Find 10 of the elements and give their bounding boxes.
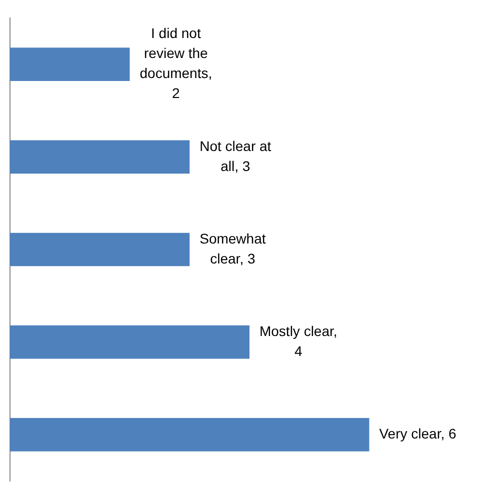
data-label: Mostly clear, 4: [259, 322, 338, 359]
bar: [10, 48, 130, 81]
bar: [10, 140, 190, 174]
bar: [10, 325, 250, 359]
data-label: I did not review the documents, 2: [140, 25, 212, 102]
data-label: Very clear, 6: [379, 426, 456, 442]
bar: [10, 418, 370, 452]
bar: [10, 232, 190, 266]
data-label: Not clear at all, 3: [200, 138, 272, 174]
data-label: Somewhat clear, 3: [200, 230, 266, 266]
